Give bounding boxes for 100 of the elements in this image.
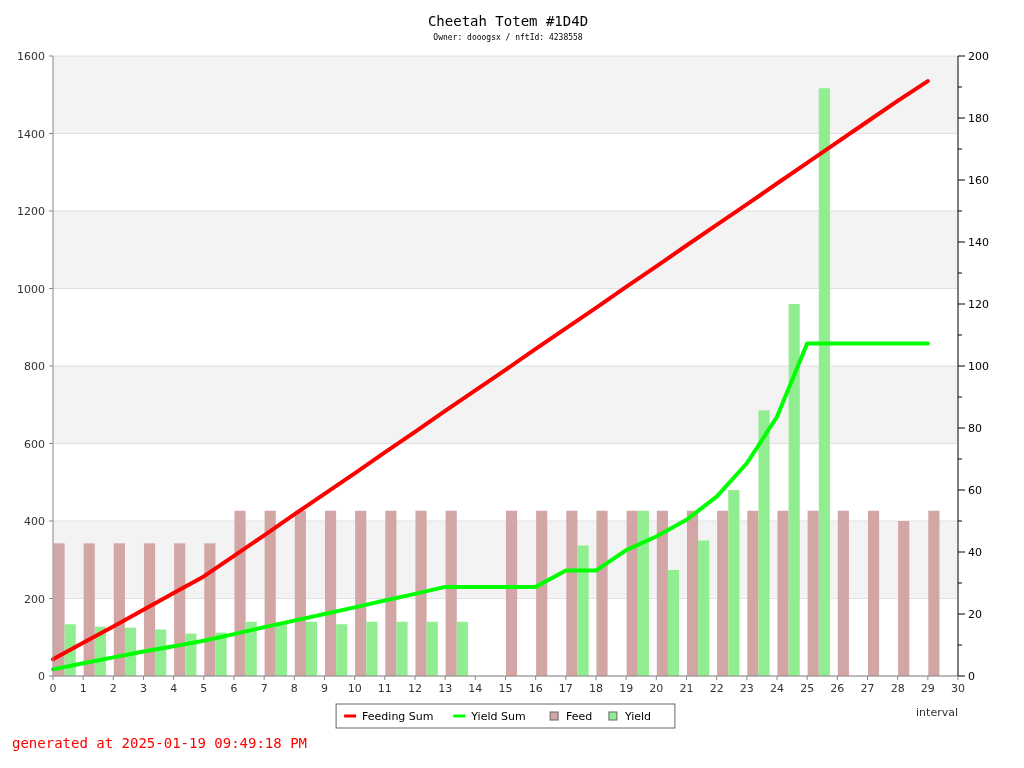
x-tick-label: 26 xyxy=(830,682,845,695)
x-tick-label: 14 xyxy=(468,682,483,695)
legend-label: Feeding Sum xyxy=(362,710,434,723)
x-tick-label: 28 xyxy=(890,682,905,695)
bar xyxy=(566,510,578,676)
y2-tick-label: 100 xyxy=(968,360,989,373)
y-tick-label: 600 xyxy=(24,437,45,451)
y2-tick-label: 140 xyxy=(968,236,989,249)
x-tick-label: 16 xyxy=(528,682,543,695)
bar xyxy=(626,510,638,676)
bar xyxy=(686,510,699,676)
x-tick-label: 24 xyxy=(770,682,784,695)
y2-tick-label: 120 xyxy=(968,298,989,311)
bar xyxy=(637,510,649,676)
y-tick-label: 0 xyxy=(38,670,45,683)
bar xyxy=(294,510,306,676)
legend-label: Yield Sum xyxy=(470,710,526,723)
bar xyxy=(717,510,729,676)
x-tick-label: 21 xyxy=(679,682,694,695)
x-tick-label: 23 xyxy=(739,682,754,695)
bar xyxy=(305,621,318,676)
y-tick-label: 1200 xyxy=(17,205,45,218)
line-series xyxy=(51,79,930,662)
y2-tick-label: 60 xyxy=(968,484,982,497)
bar xyxy=(928,510,940,676)
bar xyxy=(355,510,367,676)
x-tick-label: 0 xyxy=(49,682,57,695)
x-tick-label: 20 xyxy=(649,682,664,695)
bar xyxy=(234,510,246,676)
y2-tick-label: 80 xyxy=(968,422,982,435)
y2-tick-label: 200 xyxy=(968,50,989,63)
x-tick-label: 8 xyxy=(290,682,298,695)
y2-tick-label: 20 xyxy=(968,608,982,621)
x-tick-label: 17 xyxy=(558,682,573,695)
chart-title: Cheetah Totem #1D4D xyxy=(427,13,589,29)
bar xyxy=(113,543,125,676)
bar xyxy=(83,543,95,676)
bar xyxy=(747,510,759,676)
bar xyxy=(143,543,156,676)
chart-subtitle: Owner: dooogsx / nftId: 4238558 xyxy=(433,33,583,42)
bar xyxy=(456,621,468,676)
bar xyxy=(324,510,337,676)
bar xyxy=(577,545,589,676)
y-tick-label: 200 xyxy=(24,592,45,606)
bar xyxy=(505,510,518,676)
x-tick-label: 11 xyxy=(377,682,392,695)
text: generated at 2025-01-19 09:49:18 PM xyxy=(12,735,308,751)
y-tick-label: 1600 xyxy=(17,50,45,63)
x-tick-label: 6 xyxy=(230,682,238,695)
bar xyxy=(667,569,680,676)
bar xyxy=(275,622,287,676)
x-tick-label: 27 xyxy=(860,682,875,695)
x-tick-label: 12 xyxy=(408,682,422,695)
x-tick-label: 3 xyxy=(140,682,147,695)
bar xyxy=(777,510,789,676)
bar xyxy=(336,624,348,676)
bar xyxy=(807,510,819,676)
y-tick-label: 1000 xyxy=(17,282,45,296)
x-tick-label: 4 xyxy=(170,682,178,695)
bar xyxy=(426,621,438,676)
y-tick-label: 400 xyxy=(24,515,45,528)
x-tick-label: 13 xyxy=(438,682,453,695)
x-tick-label: 22 xyxy=(709,682,724,695)
y2-tick-label: 180 xyxy=(968,112,989,125)
y2-tick-label: 160 xyxy=(968,174,989,187)
legend-label: Yield xyxy=(623,710,652,723)
y2-tick-label: 40 xyxy=(968,546,982,559)
bar xyxy=(53,543,65,676)
y2-tick-label: 0 xyxy=(968,670,975,683)
bar xyxy=(837,510,849,676)
x-tick-label: 15 xyxy=(498,682,513,695)
bar xyxy=(818,88,830,676)
x-tick-label: 7 xyxy=(260,682,268,695)
x-tick-label: 18 xyxy=(589,682,603,695)
x-tick-label: 1 xyxy=(79,682,87,695)
x-tick-label: 9 xyxy=(321,682,328,695)
bar xyxy=(898,521,910,676)
bar xyxy=(698,540,710,676)
bar xyxy=(264,510,276,676)
bar xyxy=(656,510,668,676)
bar xyxy=(728,490,740,676)
y-tick-label: 1400 xyxy=(17,127,45,141)
x-tick-label: 25 xyxy=(800,682,815,695)
y-tick-label: 800 xyxy=(24,360,45,373)
bar xyxy=(596,510,608,676)
x-tick-label: 2 xyxy=(109,682,117,695)
bar xyxy=(867,510,880,676)
bar xyxy=(385,510,397,676)
x-tick-label: 10 xyxy=(347,682,362,695)
legend-label: Feed xyxy=(566,710,593,723)
x-tick-label: 30 xyxy=(951,682,965,695)
x-tick-label: 29 xyxy=(920,682,935,695)
x-axis-title: interval xyxy=(916,706,958,719)
bar xyxy=(788,304,800,676)
bar xyxy=(204,543,216,676)
bar xyxy=(536,510,548,676)
x-tick-label: 5 xyxy=(200,682,208,695)
bar xyxy=(396,621,408,676)
bar xyxy=(366,621,378,676)
line-series xyxy=(51,341,930,672)
